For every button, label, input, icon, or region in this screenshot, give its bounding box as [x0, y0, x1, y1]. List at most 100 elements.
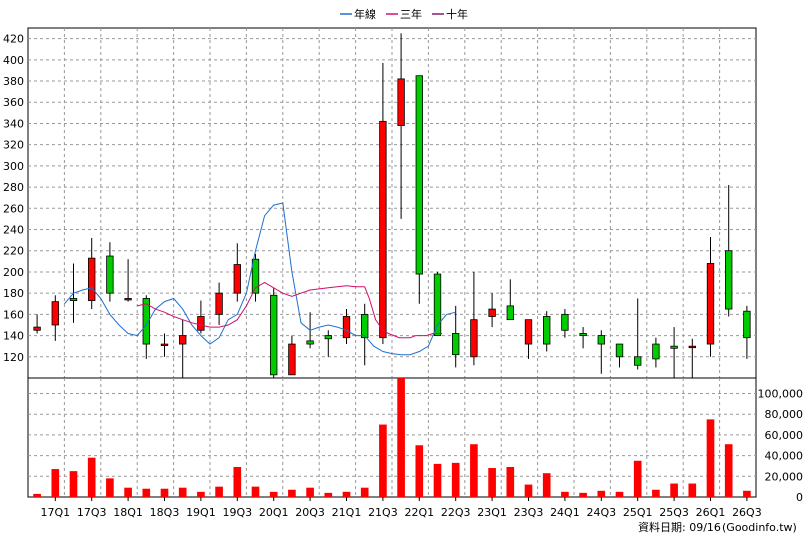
x-tick-label: 19Q3: [222, 506, 252, 519]
candle-body: [361, 313, 369, 339]
candle-body: [88, 257, 96, 301]
candle: [415, 75, 423, 304]
volume-bar: [433, 463, 442, 497]
volume-bar: [451, 462, 460, 497]
volume-bar: [269, 491, 278, 497]
three-year-line: [137, 281, 443, 339]
volume-bar: [688, 483, 697, 497]
volume-y-axis: 0 20,000 40,000 60,000 80,000 100,000: [758, 388, 804, 504]
candle-body: [488, 308, 496, 317]
candle: [251, 253, 260, 302]
volume-bar: [470, 444, 478, 497]
x-tick-label: 19Q1: [186, 506, 216, 519]
legend-item-annual: 年線: [340, 7, 376, 21]
candle-body: [506, 305, 514, 321]
price-tick-label: 220: [3, 245, 24, 258]
price-tick-label: 300: [3, 160, 24, 173]
x-tick-label: 17Q1: [40, 506, 70, 519]
candle-body: [634, 356, 642, 366]
volume-bar: [743, 490, 751, 497]
x-tick-label: 26Q1: [696, 506, 726, 519]
candle: [470, 271, 478, 366]
x-tick-label: 24Q1: [550, 506, 580, 519]
x-tick-label: 22Q3: [441, 506, 471, 519]
candle-body: [452, 333, 460, 356]
price-tick-label: 180: [3, 287, 24, 300]
candle-body: [397, 78, 405, 126]
price-tick-label: 140: [3, 330, 24, 343]
candle: [142, 295, 150, 359]
candle: [288, 335, 296, 376]
candle-body: [124, 298, 132, 301]
volume-tick-label: 100,000: [758, 388, 804, 401]
volume-bar: [379, 424, 387, 497]
x-tick-label: 20Q3: [295, 506, 325, 519]
volume-plot-frame: [27, 377, 757, 498]
candle: [579, 327, 587, 349]
candle-body: [197, 316, 205, 331]
candle-body: [688, 345, 696, 349]
candle-body: [524, 319, 533, 345]
candle-body: [470, 319, 478, 358]
candle-body: [324, 335, 332, 340]
legend-label-ten-year: 十年: [446, 7, 468, 21]
volume-bar: [69, 471, 78, 497]
volume-bar: [106, 478, 114, 497]
candle: [106, 242, 114, 302]
volume-bar: [233, 466, 242, 497]
candle-body: [233, 264, 241, 294]
candlesticks: [33, 33, 751, 394]
candle-body: [615, 343, 624, 358]
candle-body: [215, 292, 223, 315]
candle: [543, 311, 551, 352]
volume-plot: 0 20,000 40,000 60,000 80,000 100,000: [27, 377, 804, 504]
volume-bar: [524, 484, 533, 497]
candle-body: [288, 343, 296, 376]
candle: [634, 298, 642, 370]
volume-bar: [542, 473, 551, 497]
price-tick-label: 340: [3, 117, 24, 130]
price-tick-label: 240: [3, 224, 24, 237]
volume-bar: [288, 489, 296, 497]
x-axis: 17Q1 17Q3 18Q1 18Q3 19Q1 19Q3 20Q1 20Q3 21Q1 21Q3…: [40, 497, 762, 519]
candle-body: [725, 250, 733, 310]
volume-bar: [506, 466, 515, 497]
price-tick-label: 120: [3, 351, 24, 364]
legend-label-three-year: 三年: [400, 7, 422, 21]
volume-bar: [251, 486, 260, 497]
volume-bar: [724, 444, 733, 497]
candle: [379, 63, 387, 345]
candle: [488, 293, 496, 328]
x-tick-label: 22Q1: [404, 506, 434, 519]
candle: [215, 282, 223, 325]
x-tick-label: 26Q3: [732, 506, 762, 519]
candle: [342, 309, 351, 345]
volume-bar: [33, 493, 41, 497]
candle-body: [33, 326, 41, 331]
volume-bar: [306, 487, 314, 497]
candle: [743, 305, 751, 359]
price-tick-label: 260: [3, 202, 24, 215]
price-plot: 120 140 160 180 200 220 240 260 280 300 320 340 360 3…: [3, 27, 757, 394]
candle: [452, 305, 460, 368]
volume-grid: [28, 378, 756, 497]
price-y-axis: 120 140 160 180 200 220 240 260 280 300 320 340 360 3…: [3, 33, 24, 364]
candle: [506, 279, 514, 321]
price-grid: [28, 28, 756, 378]
volume-tick-label: 0: [796, 491, 803, 504]
candle: [270, 287, 278, 393]
volume-bar: [670, 483, 678, 497]
x-tick-label: 21Q1: [332, 506, 362, 519]
volume-bar: [652, 489, 660, 497]
volume-bar: [51, 469, 60, 497]
x-tick-label: 24Q3: [586, 506, 616, 519]
candle-body: [160, 343, 169, 346]
x-tick-label: 23Q3: [514, 506, 544, 519]
legend-label-annual: 年線: [354, 7, 376, 21]
price-tick-label: 360: [3, 96, 24, 109]
candle: [179, 319, 187, 387]
x-tick-label: 20Q1: [259, 506, 289, 519]
candle-body: [743, 310, 751, 339]
volume-bar: [142, 488, 151, 497]
